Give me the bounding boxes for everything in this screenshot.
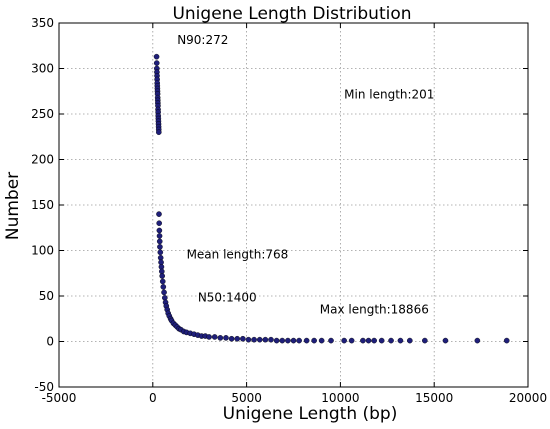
- data-point: [303, 337, 310, 344]
- data-point: [156, 227, 163, 234]
- y-tick-label: -50: [34, 380, 54, 394]
- data-point: [156, 233, 163, 239]
- data-point: [318, 337, 325, 344]
- x-tick-label: 5000: [231, 391, 262, 405]
- data-point: [251, 336, 257, 343]
- y-tick-label: 100: [31, 244, 54, 258]
- data-point: [273, 337, 280, 344]
- data-point: [388, 337, 394, 344]
- data-point: [285, 337, 291, 344]
- data-point: [217, 335, 224, 341]
- data-point: [256, 336, 263, 343]
- data-point: [157, 249, 164, 256]
- data-point: [234, 335, 241, 342]
- data-point: [442, 337, 449, 344]
- data-point: [156, 211, 162, 217]
- data-point: [160, 284, 167, 290]
- annotation-label: Max length:18866: [320, 302, 429, 316]
- data-point: [240, 335, 246, 342]
- data-point: [407, 337, 413, 344]
- y-tick-label: 300: [31, 62, 54, 76]
- x-axis-label: Unigene Length (bp): [223, 404, 398, 424]
- data-points: [153, 53, 510, 344]
- plot-frame: [58, 22, 529, 388]
- data-point: [211, 334, 218, 340]
- data-point: [228, 335, 235, 342]
- data-point: [153, 53, 160, 60]
- data-point: [156, 220, 162, 226]
- data-point: [378, 337, 385, 344]
- data-point: [341, 337, 347, 344]
- data-point: [328, 337, 334, 344]
- data-point: [311, 337, 317, 344]
- annotation-label: N50:1400: [198, 290, 257, 304]
- data-point: [161, 289, 167, 296]
- x-tick-label: 0: [149, 391, 157, 405]
- data-point: [397, 337, 404, 344]
- data-point: [503, 337, 510, 344]
- y-tick-label: 350: [31, 16, 54, 30]
- data-point: [153, 60, 160, 66]
- grid-lines: [58, 22, 529, 388]
- y-tick-label: 200: [31, 153, 54, 167]
- x-tick-label: 20000: [509, 391, 547, 405]
- y-tick-label: 50: [39, 289, 54, 303]
- data-point: [223, 335, 229, 341]
- x-tick-label: -5000: [42, 391, 77, 405]
- axis-ticks: -5000 0 5000 10000 15000 20000 -50 0 50 100 150 200…: [31, 16, 547, 405]
- y-tick-label: 250: [31, 107, 54, 121]
- data-point: [290, 337, 297, 344]
- data-point: [348, 337, 355, 344]
- data-point: [206, 334, 212, 340]
- data-point: [296, 337, 302, 344]
- data-point: [162, 295, 168, 301]
- data-point: [245, 336, 252, 343]
- annotation-label: Min length:201: [344, 88, 434, 102]
- data-point: [157, 244, 163, 250]
- data-point: [159, 273, 165, 279]
- data-point: [474, 337, 481, 344]
- annotations: N90:272 Min length:201 Mean length:768 N50:…: [177, 33, 434, 316]
- x-tick-label: 10000: [321, 391, 359, 405]
- data-point: [365, 337, 372, 344]
- x-tick-label: 15000: [415, 391, 453, 405]
- y-tick-label: 150: [31, 198, 54, 212]
- data-point: [422, 337, 428, 344]
- annotation-label: N90:272: [177, 33, 228, 47]
- data-point: [156, 238, 163, 245]
- chart-title: Unigene Length Distribution: [172, 4, 411, 24]
- data-point: [279, 337, 286, 344]
- annotation-label: Mean length:768: [187, 248, 289, 262]
- data-point: [360, 337, 366, 344]
- data-point: [371, 337, 377, 344]
- y-tick-label: 0: [46, 335, 54, 349]
- data-point: [262, 336, 269, 343]
- data-point: [159, 278, 166, 285]
- data-point: [156, 129, 162, 135]
- y-axis-label: Number: [3, 172, 23, 240]
- data-point: [268, 336, 274, 343]
